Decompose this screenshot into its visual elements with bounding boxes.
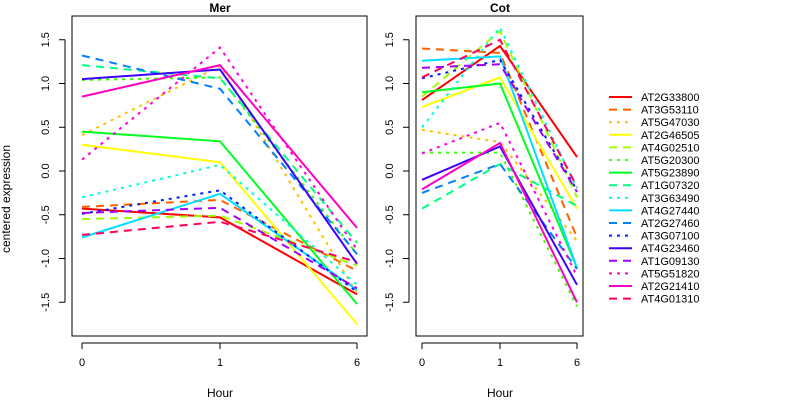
series-line-cot-at1g07320	[421, 162, 578, 210]
x-axis-label-cot: Hour	[487, 386, 513, 400]
series-line-mer-at2g46505	[81, 143, 358, 325]
series-line-cot-at5g23890	[421, 82, 578, 269]
legend-label: AT2G33800	[641, 92, 700, 104]
x-tick-label-cot: 1	[497, 357, 503, 369]
y-axis-label: centered expression	[0, 145, 13, 253]
legend-item: AT2G27460	[609, 218, 700, 230]
legend-item: AT4G02510	[609, 142, 700, 154]
legend-item: AT2G33800	[609, 92, 700, 104]
y-tick-label-mer: -0.5	[40, 205, 52, 224]
legend-label: AT4G01310	[641, 294, 700, 306]
y-tick-label-cot: 1.0	[384, 76, 396, 91]
legend-label: AT5G23890	[641, 168, 700, 180]
series-line-cot-at5g20300	[422, 151, 578, 308]
legend-label: AT5G20300	[641, 155, 700, 167]
series-line-mer-at4g23460	[81, 68, 358, 265]
legend-item: AT3G53110	[609, 105, 699, 117]
series-line-mer-at4g02510	[81, 214, 358, 267]
series-line-cot-at4g23460	[421, 145, 578, 286]
y-tick-label-cot: -1.5	[384, 293, 396, 312]
legend-label: AT1G09130	[641, 256, 700, 268]
legend-label: AT3G63490	[641, 193, 700, 205]
series-line-cot-at4g02510	[421, 29, 578, 198]
y-tick-label-cot: -0.5	[384, 205, 396, 224]
y-tick-label-mer: 0.5	[40, 120, 52, 135]
legend-item: AT2G21410	[609, 281, 700, 293]
series-line-mer-at5g20300	[81, 76, 358, 255]
legend-label: AT3G07100	[641, 231, 700, 243]
legend-label: AT2G27460	[641, 218, 700, 230]
series-line-cot-at4g27440	[421, 55, 578, 269]
y-tick-label-cot: -1.0	[384, 249, 396, 268]
y-tick-label-mer: 1.5	[40, 32, 52, 47]
series-line-cot-at2g46505	[421, 76, 578, 210]
y-tick-label-mer: -1.5	[40, 293, 52, 312]
series-line-mer-at4g01310	[81, 220, 358, 263]
legend-item: AT5G51820	[609, 268, 700, 280]
series-line-cot-at3g07100	[421, 58, 578, 191]
legend: AT2G33800AT3G53110AT5G47030AT2G46505AT4G…	[609, 92, 700, 306]
series-line-cot-at3g53110	[421, 47, 578, 238]
legend-item: AT1G07320	[609, 180, 700, 192]
legend-label: AT1G07320	[641, 180, 700, 192]
legend-item: AT4G01310	[609, 294, 700, 306]
series-line-mer-at5g23890	[81, 130, 358, 305]
series-line-cot-at2g33800	[421, 44, 578, 158]
legend-item: AT5G20300	[609, 155, 700, 167]
series-line-cot-at2g21410	[421, 141, 578, 303]
series-line-cot-at3g63490	[421, 25, 578, 189]
y-tick-label-mer: 0.0	[40, 163, 52, 178]
legend-item: AT4G23460	[609, 243, 700, 255]
legend-label: AT2G21410	[641, 281, 700, 293]
legend-item: AT3G63490	[609, 193, 700, 205]
legend-label: AT3G53110	[641, 105, 699, 117]
y-tick-label-cot: 1.5	[384, 32, 396, 47]
series-line-mer-at3g53110	[81, 198, 358, 272]
y-tick-label-mer: 1.0	[40, 76, 52, 91]
legend-label: AT5G51820	[641, 268, 700, 280]
legend-label: AT4G02510	[641, 142, 700, 154]
legend-item: AT3G07100	[609, 231, 700, 243]
series-line-mer-at4g27440	[81, 192, 358, 291]
x-tick-label-mer: 1	[217, 357, 223, 369]
legend-item: AT5G47030	[609, 117, 700, 129]
legend-label: AT2G46505	[641, 130, 700, 142]
legend-item: AT5G23890	[609, 168, 700, 180]
series-line-mer-at2g21410	[81, 63, 358, 229]
y-tick-label-cot: 0.0	[384, 163, 396, 178]
panel-cot: Cot Hour 0 1 6 -1.5 -1.0 -0.5 0.0 0.5 1.0 1.5	[384, 1, 584, 400]
plot-frame-cot	[415, 15, 584, 337]
plot-frame-mer	[71, 15, 368, 337]
legend-label: AT4G27440	[641, 205, 700, 217]
series-line-cot-at2g27460	[421, 162, 578, 270]
legend-item: AT1G09130	[609, 256, 700, 268]
panel-title-mer: Mer	[209, 1, 231, 15]
x-tick-label-cot: 0	[419, 357, 425, 369]
x-axis-label-mer: Hour	[207, 386, 233, 400]
panel-mer: Mer Hour 0 1 6 -1.5 -1.0 -0.5 0.0 0.5 1.0 1.5	[40, 1, 368, 400]
legend-label: AT5G47030	[641, 117, 700, 129]
series-line-mer-at1g07320	[81, 64, 358, 244]
legend-item: AT4G27440	[609, 205, 700, 217]
legend-label: AT4G23460	[641, 243, 700, 255]
y-tick-label-cot: 0.5	[384, 120, 396, 135]
x-tick-label-mer: 0	[79, 357, 85, 369]
legend-item: AT2G46505	[609, 130, 700, 142]
x-tick-label-cot: 6	[574, 357, 580, 369]
series-line-cot-at4g01310	[421, 38, 578, 188]
panel-title-cot: Cot	[490, 1, 510, 15]
series-line-mer-at1g09130	[81, 206, 358, 290]
y-tick-label-mer: -1.0	[40, 249, 52, 268]
x-tick-label-mer: 6	[354, 357, 360, 369]
series-line-mer-at5g51820	[81, 46, 358, 251]
